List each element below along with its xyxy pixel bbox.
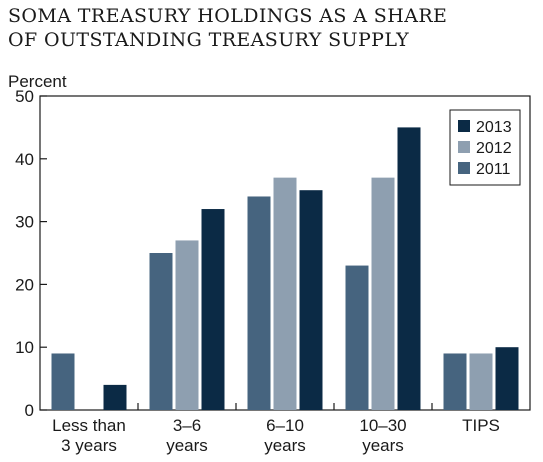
y-axis-label: Percent — [8, 72, 67, 91]
category-label-2-line-1: years — [264, 436, 306, 455]
bar-2011-cat-1 — [149, 253, 173, 410]
y-tick-label-10: 10 — [15, 338, 34, 357]
legend-swatch-2012 — [458, 141, 470, 153]
legend-swatch-2013 — [458, 120, 470, 132]
bar-2012-cat-1 — [175, 240, 199, 410]
category-label-0-line-0: Less than — [52, 416, 126, 435]
category-label-1-line-0: 3–6 — [173, 416, 201, 435]
category-label-3-line-1: years — [362, 436, 404, 455]
chart-title-line-1: SOMA TREASURY HOLDINGS AS A SHARE — [8, 5, 448, 27]
y-tick-label-50: 50 — [15, 87, 34, 106]
category-label-0-line-1: 3 years — [61, 436, 117, 455]
bar-2013-cat-2 — [299, 190, 323, 410]
y-tick-label-30: 30 — [15, 213, 34, 232]
bar-2012-cat-3 — [371, 177, 395, 410]
y-tick-label-0: 0 — [25, 401, 34, 420]
bar-2012-cat-4 — [469, 353, 493, 410]
bar-2013-cat-0 — [103, 384, 127, 410]
bar-2012-cat-2 — [273, 177, 297, 410]
bar-2011-cat-4 — [443, 353, 467, 410]
category-label-3-line-0: 10–30 — [359, 416, 406, 435]
bar-2013-cat-3 — [397, 127, 421, 411]
category-label-1-line-1: years — [166, 436, 208, 455]
bar-2011-cat-3 — [345, 265, 369, 410]
legend-label-2013: 2013 — [476, 119, 512, 136]
legend-swatch-2011 — [458, 162, 470, 174]
bar-2013-cat-4 — [495, 347, 519, 410]
chart-title-line-2: OF OUTSTANDING TREASURY SUPPLY — [8, 29, 410, 51]
category-label-2-line-0: 6–10 — [266, 416, 304, 435]
bar-2013-cat-1 — [201, 209, 225, 410]
y-tick-label-20: 20 — [15, 275, 34, 294]
category-label-4-line-0: TIPS — [462, 416, 500, 435]
chart-title: SOMA TREASURY HOLDINGS AS A SHARE OF OUT… — [8, 4, 538, 52]
legend-label-2012: 2012 — [476, 140, 512, 157]
y-tick-label-40: 40 — [15, 150, 34, 169]
bar-2011-cat-2 — [247, 196, 271, 410]
legend-label-2011: 2011 — [476, 161, 511, 178]
bar-2011-cat-0 — [51, 353, 75, 410]
